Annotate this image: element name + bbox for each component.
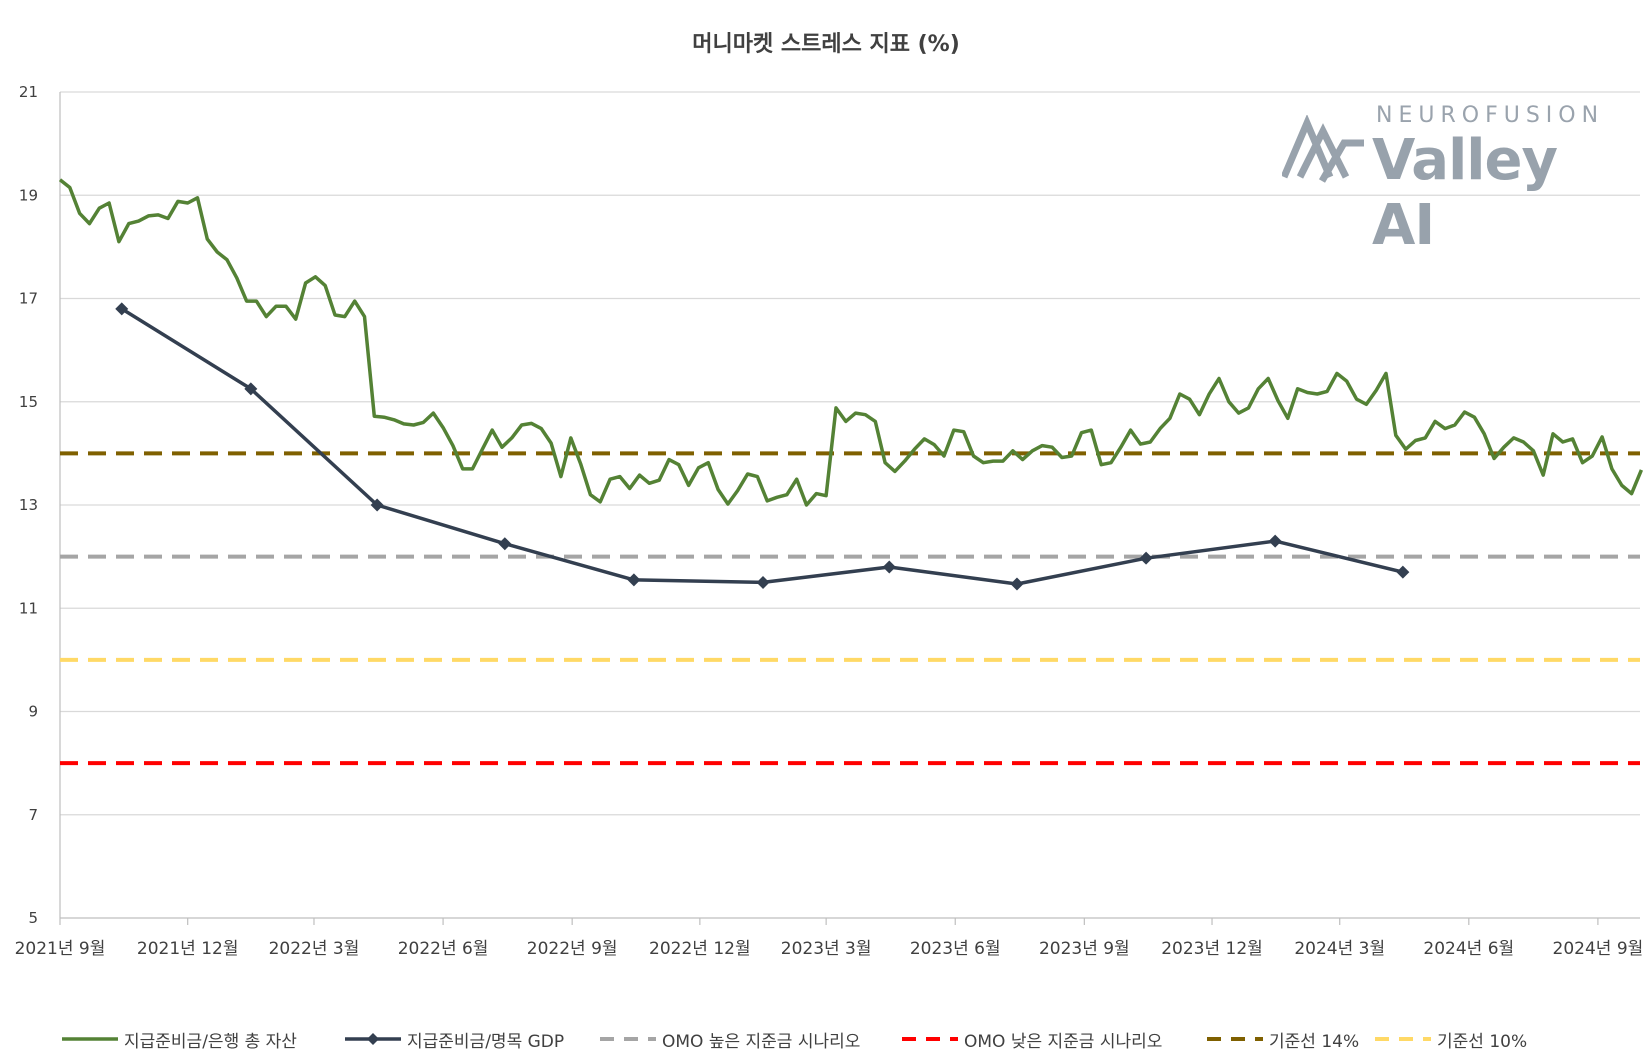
data-point-marker (115, 302, 129, 316)
legend-label: OMO 낮은 지준금 시나리오 (964, 1031, 1163, 1052)
legend: 지급준비금/은행 총 자산 지급준비금/명목 GDP OMO 높은 지준금 시나리오… (0, 1024, 1652, 1054)
legend-swatch (1207, 1037, 1263, 1041)
legend-item: 지급준비금/명목 GDP (345, 1024, 564, 1054)
data-point-marker (244, 382, 258, 396)
x-tick-label: 2023년 3월 (781, 939, 872, 959)
data-point-marker (370, 498, 384, 512)
x-tick-label: 2024년 6월 (1423, 939, 1514, 959)
x-tick-label: 2022년 9월 (527, 939, 618, 959)
legend-label: OMO 높은 지준금 시나리오 (662, 1031, 861, 1052)
series-line-reserves-assets (58, 178, 1644, 507)
legend-swatch (600, 1037, 656, 1041)
legend-item: 기준선 10% (1375, 1024, 1527, 1054)
watermark-brand: NEUROFUSION (1376, 103, 1605, 128)
y-tick-label: 15 (19, 393, 38, 411)
x-tick-label: 2023년 6월 (910, 939, 1001, 959)
legend-swatch (345, 1033, 401, 1045)
y-tick-label: 21 (19, 83, 38, 101)
legend-item: 기준선 14% (1207, 1024, 1359, 1054)
legend-swatch (62, 1037, 118, 1041)
series-line-reserves-gdp (120, 307, 1404, 586)
watermark-name: Valley AI (1372, 128, 1558, 258)
data-point-marker (1139, 551, 1153, 565)
series-lines (58, 178, 1644, 591)
data-point-marker (1010, 577, 1024, 591)
legend-item: OMO 낮은 지준금 시나리오 (902, 1024, 1162, 1054)
data-point-marker (1396, 565, 1410, 579)
y-tick-label: 11 (19, 599, 38, 617)
x-tick-label: 2023년 12월 (1161, 939, 1263, 959)
legend-label: 지급준비금/명목 GDP (407, 1031, 565, 1052)
legend-label: 기준선 10% (1437, 1031, 1528, 1052)
y-tick-label: 7 (28, 806, 38, 824)
data-point-marker (498, 537, 512, 551)
chart-title: 머니마켓 스트레스 지표 (%) (692, 32, 960, 57)
x-tick-label: 2022년 6월 (398, 939, 489, 959)
legend-label: 기준선 14% (1269, 1031, 1360, 1052)
y-tick-label: 17 (19, 290, 38, 308)
y-tick-label: 13 (19, 496, 38, 514)
data-point-marker (1268, 534, 1282, 548)
x-tick-label: 2024년 9월 (1553, 939, 1644, 959)
x-tick-label: 2024년 3월 (1294, 939, 1385, 959)
x-tick-label: 2022년 3월 (269, 939, 360, 959)
data-point-marker (882, 560, 896, 574)
valley-logo-icon (1282, 115, 1364, 183)
x-tick-label: 2022년 12월 (649, 939, 751, 959)
legend-swatch (1375, 1037, 1431, 1041)
y-tick-label: 9 (28, 703, 38, 721)
gridlines (60, 91, 1640, 919)
tick-labels: 21 19 17 15 13 11 9 7 5 2021년 9월 2021년 12월 2022년 3월… (15, 83, 1644, 959)
legend-label: 지급준비금/은행 총 자산 (124, 1031, 297, 1052)
x-tick-label: 2023년 9월 (1039, 939, 1130, 959)
legend-item: 지급준비금/은행 총 자산 (62, 1024, 297, 1054)
x-tick-label: 2021년 9월 (15, 939, 106, 959)
data-point-marker (627, 573, 641, 587)
watermark-logo: NEUROFUSION Valley AI (1282, 100, 1612, 258)
legend-item: OMO 높은 지준금 시나리오 (600, 1024, 860, 1054)
y-tick-label: 19 (19, 186, 38, 204)
axes (59, 92, 1599, 925)
legend-swatch (902, 1037, 958, 1041)
data-point-marker (756, 575, 770, 589)
y-tick-label: 5 (28, 909, 38, 927)
x-tick-label: 2021년 12월 (137, 939, 239, 959)
